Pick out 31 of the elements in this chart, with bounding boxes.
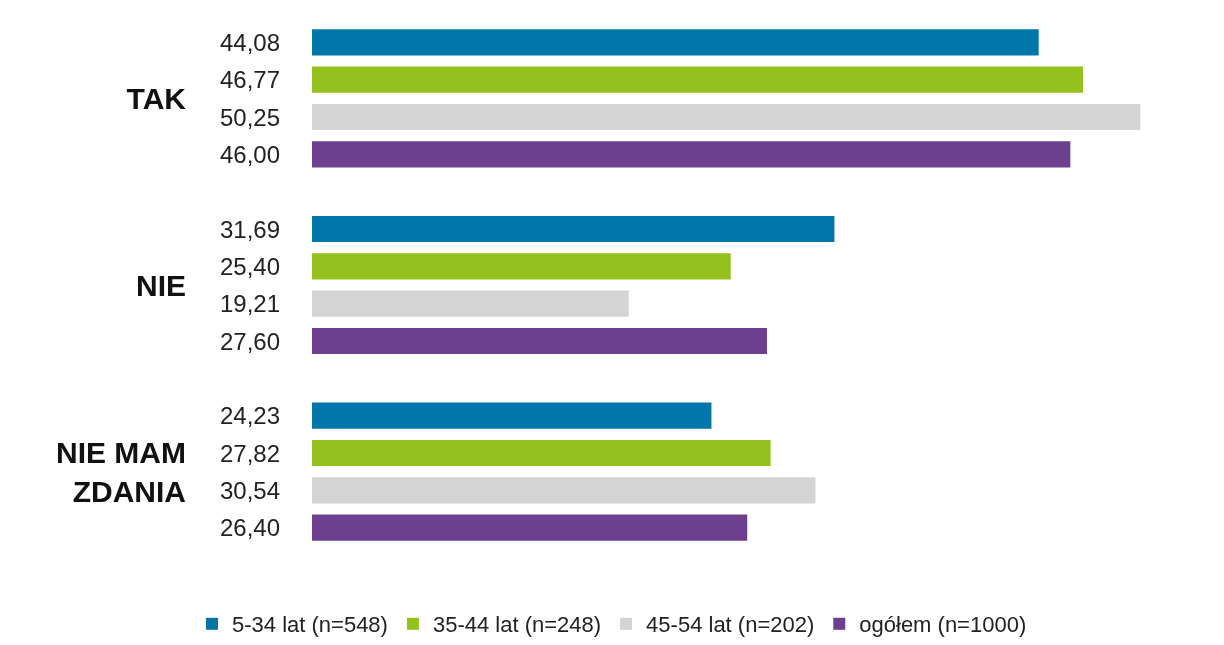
data-label: 27,82 xyxy=(220,440,281,467)
bar xyxy=(312,103,1141,131)
bar xyxy=(312,327,767,355)
data-label: 25,40 xyxy=(220,253,281,280)
bar xyxy=(312,215,835,243)
bar xyxy=(312,66,1084,93)
bar xyxy=(312,29,1039,56)
data-label: 46,00 xyxy=(220,141,281,168)
data-label: 19,21 xyxy=(220,290,281,317)
data-label: 24,23 xyxy=(220,402,281,429)
data-label: 27,60 xyxy=(220,328,281,355)
y-tick-label: NIE xyxy=(135,268,186,302)
bar xyxy=(312,141,1071,168)
legend-label: ogółem (n=1000) xyxy=(859,612,1027,638)
legend-label: 35-44 lat (n=248) xyxy=(432,612,602,638)
y-tick-label: NIE MAM ZDANIA xyxy=(56,435,186,508)
data-label: 50,25 xyxy=(220,104,281,131)
bar xyxy=(312,514,748,541)
legend-label: 5-34 lat (n=548) xyxy=(232,612,388,638)
data-label: 31,69 xyxy=(220,216,281,243)
data-label: 26,40 xyxy=(220,514,281,541)
bar xyxy=(312,290,629,317)
y-tick-label: TAK xyxy=(126,81,187,115)
bar xyxy=(312,253,731,280)
legend-label: 45-54 lat (n=202) xyxy=(646,612,815,638)
data-label: 30,54 xyxy=(220,477,281,504)
data-label: 46,77 xyxy=(220,66,281,93)
bar xyxy=(312,439,771,467)
bar xyxy=(312,402,712,429)
data-label: 44,08 xyxy=(220,29,281,56)
bar xyxy=(312,477,816,504)
